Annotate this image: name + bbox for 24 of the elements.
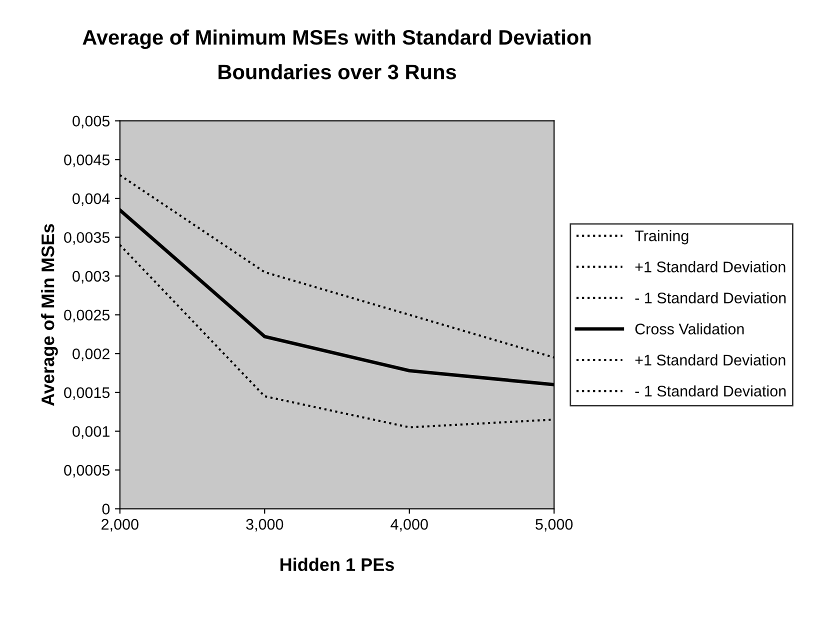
y-tick-label: 0,001 bbox=[72, 426, 110, 439]
y-tick-label: 0,0045 bbox=[64, 154, 110, 168]
legend-label: Cross Validation bbox=[635, 323, 744, 334]
x-tick-label: 3,000 bbox=[246, 518, 284, 532]
legend-label: Training bbox=[634, 230, 688, 244]
legend-label: - 1 Standard Deviation bbox=[635, 385, 786, 397]
legend-label: - 1 Standard Deviation bbox=[635, 292, 786, 304]
y-tick-label: 0,0015 bbox=[64, 387, 110, 400]
legend-label: +1 Standard Deviation bbox=[635, 261, 786, 272]
y-tick-label: 0 bbox=[102, 504, 110, 514]
legend-label: +1 Standard Deviation bbox=[635, 354, 786, 366]
y-tick-label: 0,002 bbox=[72, 348, 110, 362]
y-tick-label: 0,004 bbox=[72, 193, 110, 206]
y-tick-label: 0,005 bbox=[72, 116, 110, 128]
x-tick-label: 2,000 bbox=[102, 518, 138, 532]
y-axis-title: Average of Min MSEs bbox=[41, 224, 58, 406]
y-tick-label: 0,0035 bbox=[64, 232, 110, 245]
chart-title: Average of Minimum MSEs with Standard Deviation Boundaries over 3 Runs bbox=[82, 29, 591, 80]
x-tick-label: 5,000 bbox=[536, 518, 573, 532]
y-tick-label: 0,003 bbox=[72, 270, 110, 284]
y-tick-label: 0,0005 bbox=[64, 464, 110, 478]
x-axis-title: Hidden 1 PEs bbox=[280, 558, 394, 572]
x-tick-label: 4,000 bbox=[390, 518, 428, 532]
y-tick-label: 0,0025 bbox=[64, 310, 110, 322]
